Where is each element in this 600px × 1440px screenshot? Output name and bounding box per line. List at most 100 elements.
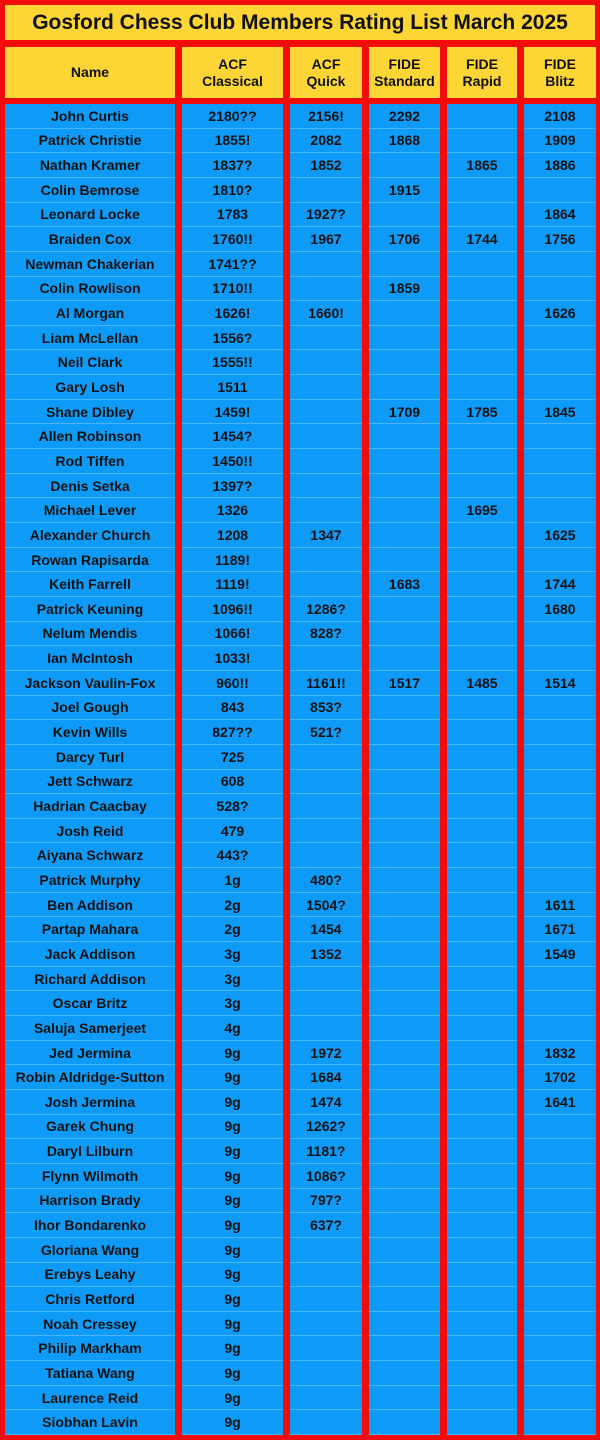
cell-acf-quick (290, 424, 362, 450)
cell-acf-classical: 9g (182, 1287, 283, 1312)
cell-acf-quick (290, 770, 362, 795)
cell-fide-blitz (524, 1263, 596, 1288)
cell-name: Daryl Lilburn (5, 1139, 175, 1164)
cell-fide-standard (369, 868, 440, 893)
cell-acf-classical: 9g (182, 1164, 283, 1189)
cell-acf-quick: 1454 (290, 917, 362, 943)
cell-fide-standard (369, 696, 440, 721)
cell-fide-blitz (524, 277, 596, 302)
cell-fide-rapid (447, 572, 517, 597)
cell-acf-classical: 827?? (182, 720, 283, 745)
cell-fide-standard: 1706 (369, 227, 440, 252)
cell-fide-blitz (524, 178, 596, 203)
cell-acf-classical: 479 (182, 819, 283, 844)
cell-acf-classical: 843 (182, 696, 283, 721)
cell-acf-quick (290, 794, 362, 819)
cell-fide-blitz: 1909 (524, 129, 596, 154)
cell-fide-standard (369, 1041, 440, 1066)
cell-fide-standard (369, 498, 440, 524)
cell-fide-rapid: 1695 (447, 498, 517, 524)
cell-fide-standard (369, 1065, 440, 1090)
cell-fide-rapid (447, 1164, 517, 1189)
header-fide-blitz: FIDE Blitz (524, 47, 596, 98)
cell-acf-quick: 797? (290, 1189, 362, 1214)
cell-fide-rapid (447, 893, 517, 918)
cell-fide-blitz (524, 1386, 596, 1411)
cell-acf-quick: 637? (290, 1213, 362, 1238)
cell-name: Leonard Locke (5, 203, 175, 228)
cell-acf-quick: 1286? (290, 597, 362, 622)
cell-fide-blitz: 1671 (524, 917, 596, 943)
cell-acf-classical: 9g (182, 1139, 283, 1164)
cell-name: Kevin Wills (5, 720, 175, 745)
cell-fide-standard (369, 844, 440, 869)
header-label: ACF (218, 55, 247, 72)
cell-fide-standard (369, 1189, 440, 1214)
cell-fide-standard (369, 548, 440, 573)
cell-acf-classical: 1096!! (182, 597, 283, 622)
header-label: FIDE (466, 55, 498, 72)
cell-acf-quick: 1852 (290, 153, 362, 178)
cell-fide-blitz: 1864 (524, 203, 596, 228)
cell-name: Ben Addison (5, 893, 175, 918)
cell-fide-blitz: 1611 (524, 893, 596, 918)
cell-name: Denis Setka (5, 474, 175, 499)
cell-fide-blitz (524, 1189, 596, 1214)
cell-acf-classical: 1511 (182, 375, 283, 400)
cell-fide-standard (369, 1312, 440, 1337)
cell-name: Jed Jermina (5, 1041, 175, 1066)
header-label: Blitz (545, 72, 575, 89)
cell-fide-rapid (447, 794, 517, 819)
cell-fide-blitz: 1625 (524, 523, 596, 548)
cell-fide-rapid (447, 1041, 517, 1066)
cell-fide-blitz: 1680 (524, 597, 596, 622)
cell-name: Al Morgan (5, 301, 175, 326)
cell-name: Rowan Rapisarda (5, 548, 175, 573)
cell-name: Joel Gough (5, 696, 175, 721)
cell-fide-blitz (524, 794, 596, 819)
cell-acf-quick: 1972 (290, 1041, 362, 1066)
cell-fide-blitz (524, 1238, 596, 1263)
cell-acf-quick: 1262? (290, 1115, 362, 1140)
cell-acf-classical: 9g (182, 1065, 283, 1090)
cell-fide-standard (369, 770, 440, 795)
cell-fide-blitz (524, 745, 596, 770)
cell-fide-standard (369, 301, 440, 326)
cell-fide-blitz (524, 1337, 596, 1362)
cell-fide-standard (369, 893, 440, 918)
cell-fide-blitz: 1514 (524, 671, 596, 696)
cell-acf-quick (290, 326, 362, 351)
cell-acf-classical: 9g (182, 1410, 283, 1436)
cell-acf-quick (290, 1386, 362, 1411)
cell-fide-rapid: 1485 (447, 671, 517, 696)
cell-acf-classical: 9g (182, 1238, 283, 1263)
cell-acf-classical: 1783 (182, 203, 283, 228)
cell-acf-quick (290, 498, 362, 524)
cell-name: Ian McIntosh (5, 646, 175, 671)
cell-name: Laurence Reid (5, 1386, 175, 1411)
cell-acf-quick: 480? (290, 868, 362, 893)
cell-fide-blitz: 1626 (524, 301, 596, 326)
cell-fide-standard (369, 794, 440, 819)
cell-fide-blitz: 1832 (524, 1041, 596, 1066)
cell-acf-classical: 1837? (182, 153, 283, 178)
cell-fide-blitz (524, 991, 596, 1017)
cell-fide-rapid (447, 720, 517, 745)
cell-fide-blitz: 1702 (524, 1065, 596, 1090)
cell-acf-classical: 9g (182, 1361, 283, 1386)
cell-name: Jack Addison (5, 942, 175, 967)
cell-fide-rapid (447, 104, 517, 129)
header-label: Rapid (462, 72, 502, 89)
cell-fide-rapid (447, 178, 517, 203)
cell-acf-classical: 3g (182, 942, 283, 967)
cell-fide-standard (369, 375, 440, 400)
cell-acf-classical: 443? (182, 844, 283, 869)
cell-fide-standard (369, 917, 440, 943)
cell-fide-blitz (524, 498, 596, 524)
cell-fide-rapid (447, 868, 517, 893)
cell-fide-blitz (524, 424, 596, 450)
cell-fide-rapid (447, 917, 517, 943)
cell-fide-rapid (447, 1337, 517, 1362)
header-acf-quick: ACF Quick (290, 47, 362, 98)
cell-name: Richard Addison (5, 967, 175, 992)
